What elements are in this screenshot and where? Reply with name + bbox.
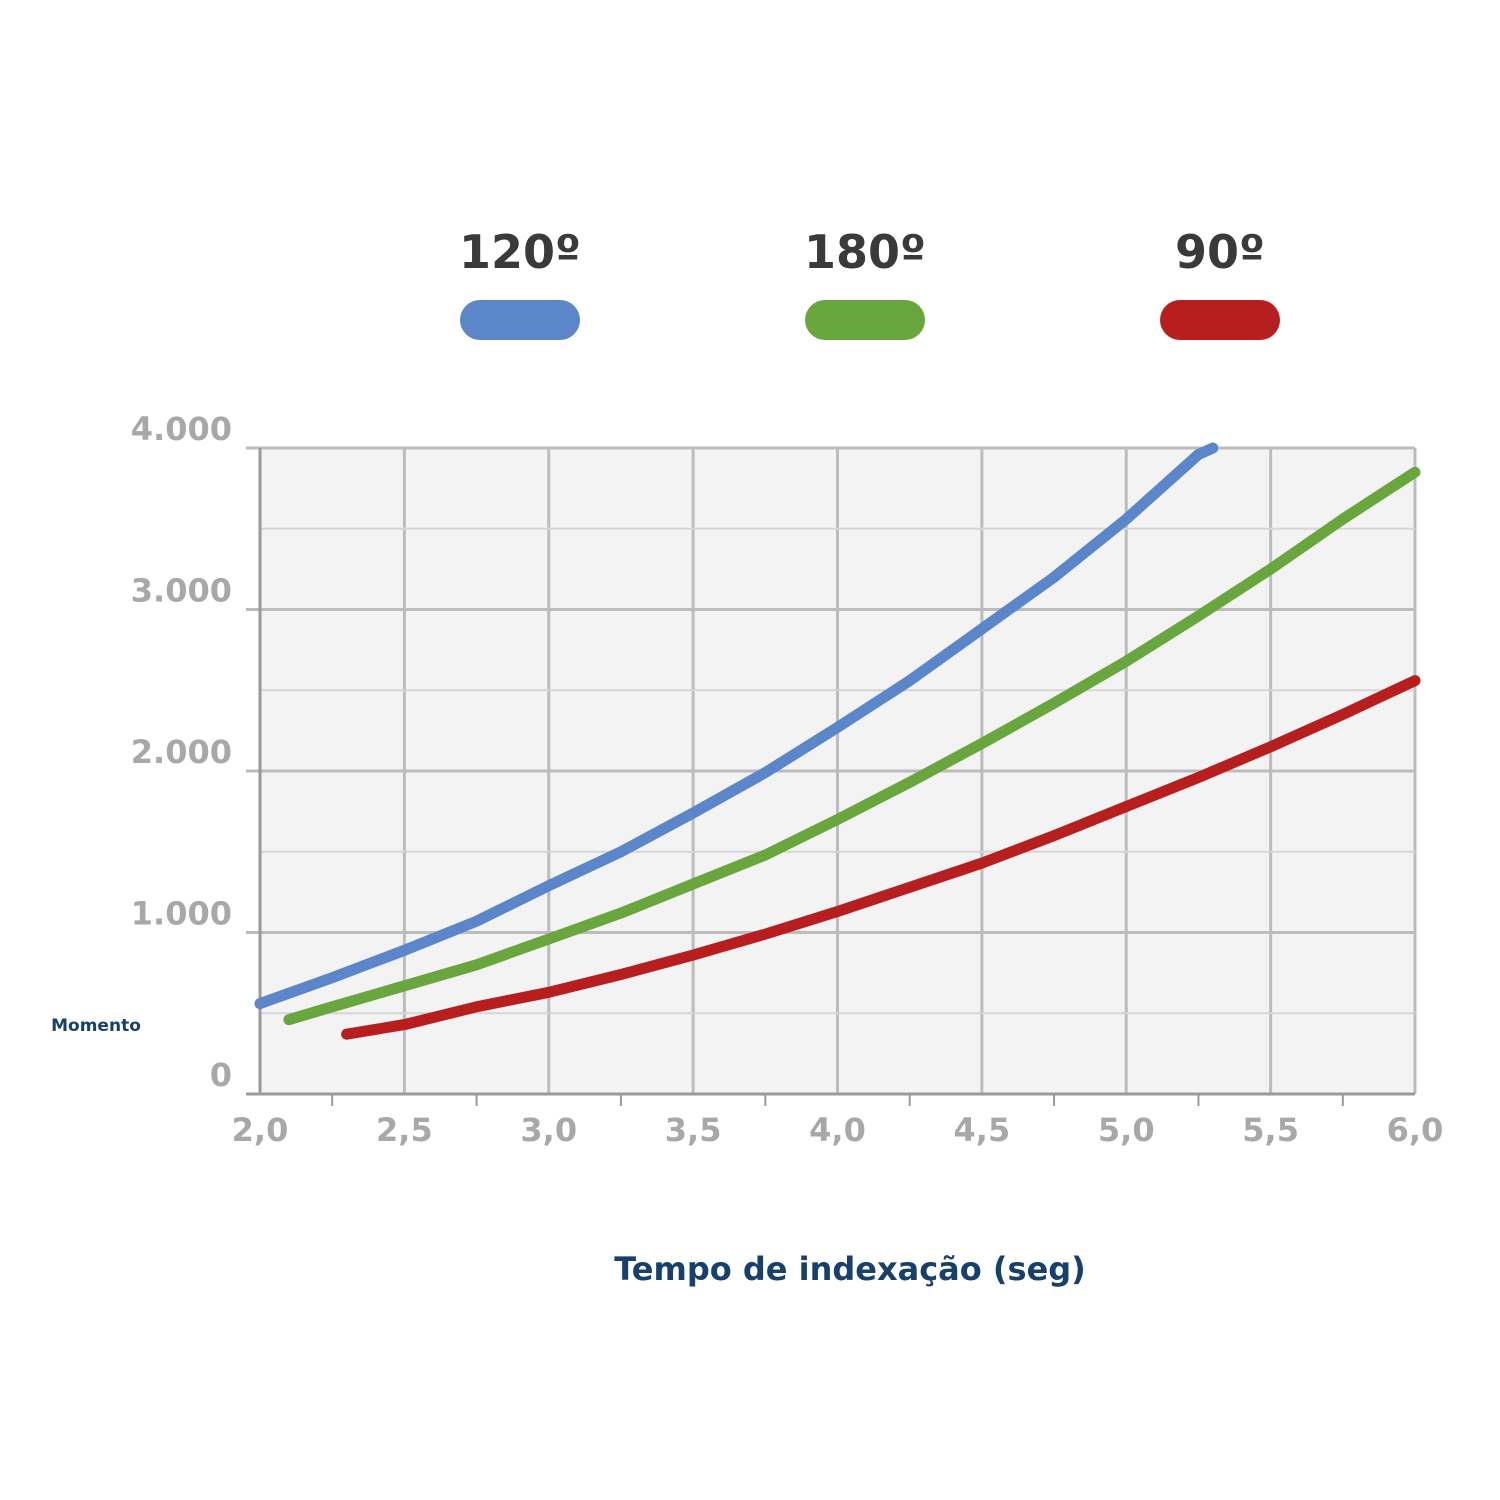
legend-label-1: 120º (459, 225, 581, 279)
legend-swatch-3 (1160, 300, 1280, 340)
y-tick-label: 1.000 (131, 895, 232, 933)
x-axis-title: Tempo de indexação (seg) (614, 1250, 1086, 1288)
y-tick-label: 0 (210, 1056, 232, 1094)
y-tick-label: 2.000 (131, 733, 232, 771)
legend-swatch-1 (460, 300, 580, 340)
series-line-3 (341, 675, 1421, 1040)
series-lines (254, 442, 1421, 1040)
series-line-1 (254, 442, 1219, 1010)
x-tick-label: 6,0 (1387, 1111, 1444, 1149)
x-tick-label: 4,0 (809, 1111, 866, 1149)
x-tick-label: 3,0 (520, 1111, 577, 1149)
y-axis-title: Momento (51, 1016, 141, 1036)
x-tick-label: 5,0 (1098, 1111, 1155, 1149)
y-tick-label: 3.000 (131, 572, 232, 610)
axes: 2,0 2,5 3,0 3,5 4,0 4,5 5,0 5,5 6,0 0 1.000 2.000 3.… (131, 410, 1444, 1149)
legend-swatch-2 (805, 300, 925, 340)
series-line-2 (283, 466, 1421, 1026)
legend-label-3: 90º (1175, 225, 1265, 279)
legend: 120º 180º 90º (459, 225, 1280, 340)
legend-label-2: 180º (804, 225, 926, 279)
x-tick-label: 5,5 (1242, 1111, 1299, 1149)
y-tick-label: 4.000 (131, 410, 232, 448)
x-tick-label: 2,5 (376, 1111, 433, 1149)
x-tick-label: 3,5 (665, 1111, 722, 1149)
x-tick-label: 4,5 (954, 1111, 1011, 1149)
x-tick-label: 2,0 (232, 1111, 289, 1149)
